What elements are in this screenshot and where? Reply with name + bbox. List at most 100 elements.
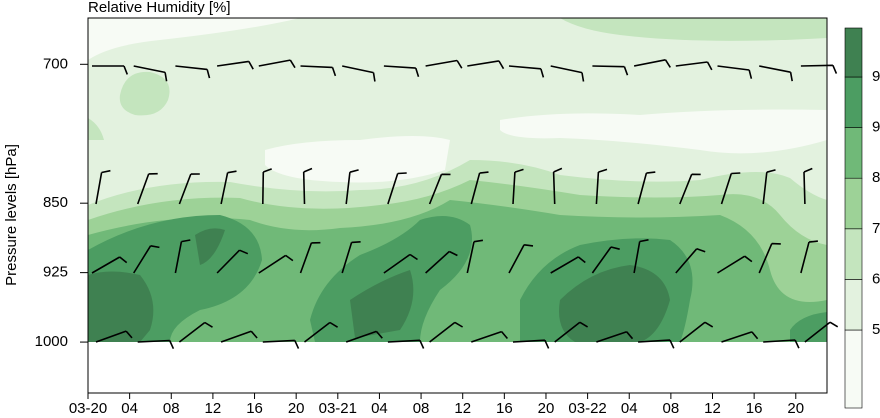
x-tick-label: 08 bbox=[413, 400, 430, 417]
wind-barb bbox=[717, 65, 753, 79]
wind-barb bbox=[428, 173, 451, 205]
wind-barb bbox=[95, 330, 133, 343]
x-tick-label: 03-20 bbox=[69, 400, 107, 417]
wind-barb bbox=[803, 167, 813, 205]
wind-barb bbox=[675, 248, 706, 274]
wind-barb bbox=[633, 239, 649, 274]
wind-barb bbox=[763, 339, 800, 349]
wind-barb bbox=[342, 65, 376, 82]
wind-barb bbox=[592, 65, 629, 76]
wind-barb bbox=[762, 169, 776, 205]
wind-barb bbox=[679, 321, 714, 343]
wind-barb bbox=[174, 239, 191, 274]
wind-barb bbox=[804, 321, 839, 343]
x-tick-label: 03-21 bbox=[319, 400, 357, 417]
wind-barb bbox=[425, 250, 458, 274]
wind-barb bbox=[550, 65, 585, 82]
wind-barb bbox=[95, 169, 111, 205]
colorbar-box bbox=[844, 27, 863, 78]
colorbar-box bbox=[844, 127, 863, 179]
wind-barb bbox=[216, 249, 249, 274]
colorbar-label: 80 bbox=[872, 169, 880, 186]
y-tick-label: 700 bbox=[43, 55, 68, 72]
x-tick-label: 20 bbox=[288, 400, 305, 417]
wind-barb bbox=[470, 171, 489, 205]
wind-barb bbox=[800, 240, 818, 274]
wind-barb bbox=[595, 168, 608, 205]
wind-barb bbox=[758, 242, 781, 274]
wind-barb bbox=[429, 321, 464, 343]
wind-barb bbox=[633, 59, 671, 68]
wind-barb bbox=[759, 65, 793, 82]
wind-barb bbox=[345, 169, 359, 205]
wind-barb bbox=[717, 255, 753, 274]
x-tick-label: 08 bbox=[663, 400, 680, 417]
wind-barbs bbox=[91, 59, 839, 350]
wind-barb bbox=[512, 168, 524, 205]
x-tick-label: 03-22 bbox=[568, 400, 606, 417]
colorbar-box bbox=[844, 329, 863, 409]
contour-fill bbox=[88, 18, 827, 342]
wind-barb bbox=[136, 172, 158, 205]
x-tick-label: 12 bbox=[454, 400, 471, 417]
wind-barb bbox=[383, 253, 418, 274]
wind-barb bbox=[178, 173, 200, 205]
y-tick-label: 1000 bbox=[35, 333, 68, 350]
wind-barb bbox=[387, 339, 425, 349]
wind-barb bbox=[258, 59, 296, 69]
wind-barb bbox=[137, 339, 175, 350]
wind-barb bbox=[596, 331, 634, 343]
y-axis-label: Pressure levels [hPa] bbox=[3, 144, 20, 286]
colorbar-box bbox=[844, 279, 863, 331]
x-tick-label: 12 bbox=[704, 400, 721, 417]
x-tick-label: 20 bbox=[538, 400, 555, 417]
wind-barb bbox=[92, 65, 129, 75]
colorbar-box bbox=[844, 76, 863, 128]
wind-barb bbox=[679, 173, 701, 205]
wind-barb bbox=[638, 339, 675, 349]
colorbar-box bbox=[844, 177, 863, 230]
x-tick-label: 04 bbox=[121, 400, 138, 417]
wind-barb bbox=[512, 339, 550, 349]
x-tick-label: 04 bbox=[371, 400, 388, 417]
wind-barb bbox=[345, 330, 383, 343]
wind-barb bbox=[300, 65, 337, 77]
colorbar-label: 90 bbox=[872, 119, 880, 136]
wind-barb bbox=[387, 172, 407, 205]
y-tick-label: 925 bbox=[43, 264, 68, 281]
wind-barb bbox=[262, 339, 300, 349]
wind-barb bbox=[341, 241, 361, 274]
x-tick-label: 04 bbox=[621, 400, 638, 417]
colorbar-label: 50 bbox=[872, 321, 880, 338]
wind-barb bbox=[552, 167, 563, 205]
wind-barb bbox=[637, 171, 656, 205]
wind-barb bbox=[220, 170, 237, 205]
x-tick-label: 08 bbox=[163, 400, 180, 417]
y-tick-label: 850 bbox=[43, 194, 68, 211]
x-tick-label: 12 bbox=[205, 400, 222, 417]
wind-barb bbox=[91, 256, 128, 274]
colorbar-box bbox=[844, 228, 863, 280]
wind-barb bbox=[133, 65, 168, 82]
colorbar-label: 60 bbox=[872, 270, 880, 287]
wind-barb bbox=[178, 321, 213, 343]
wind-barb bbox=[467, 60, 505, 70]
wind-barb bbox=[508, 244, 534, 274]
wind-barb bbox=[550, 256, 586, 274]
colorbar-label: 70 bbox=[872, 220, 880, 237]
colorbar-label: 95 bbox=[872, 68, 880, 85]
wind-barb bbox=[258, 254, 294, 274]
x-tick-label: 16 bbox=[496, 400, 513, 417]
wind-barb bbox=[675, 61, 713, 71]
wind-barb bbox=[720, 172, 741, 205]
wind-barb bbox=[591, 246, 620, 274]
x-tick-label: 16 bbox=[246, 400, 263, 417]
wind-barb bbox=[800, 64, 838, 74]
wind-barb bbox=[304, 321, 339, 343]
wind-barb bbox=[220, 330, 258, 343]
wind-barb bbox=[554, 321, 589, 343]
wind-barb bbox=[133, 245, 160, 274]
wind-barb bbox=[425, 59, 463, 69]
wind-barb bbox=[383, 65, 420, 77]
